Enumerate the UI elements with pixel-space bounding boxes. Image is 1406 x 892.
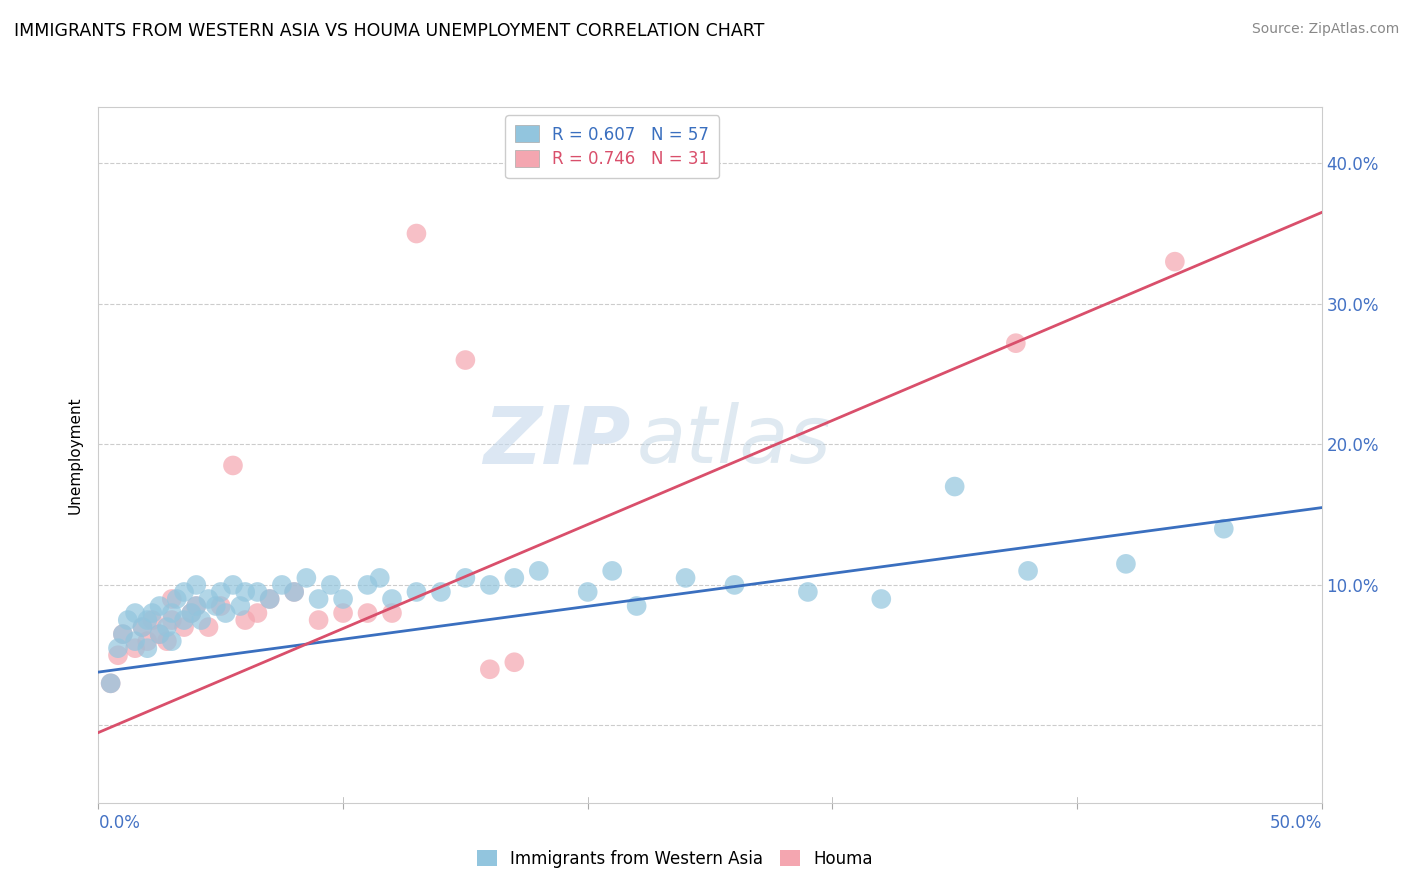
Point [870, 592, 893, 607]
Point [209, 585, 232, 599]
Point [117, 613, 139, 627]
Point [270, 578, 294, 592]
Point [190, 613, 212, 627]
Point [160, 613, 183, 627]
Point [131, 620, 153, 634]
Point [259, 592, 281, 607]
Point [381, 606, 404, 620]
Point [149, 599, 172, 613]
Point [214, 606, 236, 620]
Point [233, 613, 256, 627]
Point [149, 627, 172, 641]
Point [527, 564, 550, 578]
Point [160, 592, 183, 607]
Point [222, 458, 245, 473]
Point [283, 585, 305, 599]
Point [332, 592, 354, 607]
Point [1164, 254, 1187, 268]
Text: ZIP: ZIP [484, 402, 630, 480]
Point [503, 571, 526, 585]
Point [100, 676, 122, 690]
Point [100, 676, 122, 690]
Point [141, 613, 163, 627]
Text: IMMIGRANTS FROM WESTERN ASIA VS HOUMA UNEMPLOYMENT CORRELATION CHART: IMMIGRANTS FROM WESTERN ASIA VS HOUMA UN… [14, 22, 765, 40]
Point [454, 353, 477, 368]
Point [197, 620, 219, 634]
Point [454, 571, 477, 585]
Point [405, 585, 427, 599]
Point [600, 564, 623, 578]
Text: Source: ZipAtlas.com: Source: ZipAtlas.com [1251, 22, 1399, 37]
Legend: R = 0.607   N = 57, R = 0.746   N = 31: R = 0.607 N = 57, R = 0.746 N = 31 [505, 115, 718, 178]
Point [308, 613, 330, 627]
Point [141, 606, 163, 620]
Point [149, 627, 172, 641]
Point [675, 571, 697, 585]
Point [478, 662, 501, 676]
Point [1212, 522, 1234, 536]
Point [186, 599, 208, 613]
Legend: Immigrants from Western Asia, Houma: Immigrants from Western Asia, Houma [470, 844, 880, 875]
Point [124, 641, 146, 656]
Point [186, 578, 208, 592]
Point [136, 613, 159, 627]
Point [246, 585, 269, 599]
Point [626, 599, 648, 613]
Point [156, 634, 179, 648]
Point [173, 585, 195, 599]
Point [246, 606, 269, 620]
Point [136, 641, 159, 656]
Point [197, 592, 219, 607]
Point [1004, 336, 1026, 351]
Point [233, 585, 256, 599]
Point [259, 592, 281, 607]
Point [319, 578, 342, 592]
Point [723, 578, 745, 592]
Point [405, 227, 427, 241]
Point [107, 648, 129, 663]
Point [503, 655, 526, 669]
Point [166, 592, 188, 607]
Point [111, 627, 134, 641]
Point [295, 571, 318, 585]
Text: atlas: atlas [637, 402, 831, 480]
Point [943, 479, 966, 493]
Point [173, 613, 195, 627]
Point [368, 571, 391, 585]
Point [156, 620, 179, 634]
Point [478, 578, 501, 592]
Text: 50.0%: 50.0% [1270, 814, 1322, 832]
Point [180, 606, 202, 620]
Point [308, 592, 330, 607]
Point [430, 585, 453, 599]
Point [124, 634, 146, 648]
Y-axis label: Unemployment: Unemployment [67, 396, 83, 514]
Point [180, 606, 202, 620]
Point [209, 599, 232, 613]
Text: 0.0%: 0.0% [98, 814, 141, 832]
Point [576, 585, 599, 599]
Point [136, 634, 159, 648]
Point [124, 606, 146, 620]
Point [356, 578, 378, 592]
Point [160, 634, 183, 648]
Point [131, 620, 153, 634]
Point [797, 585, 820, 599]
Point [1115, 557, 1137, 571]
Point [205, 599, 228, 613]
Point [381, 592, 404, 607]
Point [332, 606, 354, 620]
Point [173, 620, 195, 634]
Point [186, 599, 208, 613]
Point [1017, 564, 1039, 578]
Point [222, 578, 245, 592]
Point [107, 641, 129, 656]
Point [283, 585, 305, 599]
Point [229, 599, 252, 613]
Point [160, 606, 183, 620]
Point [356, 606, 378, 620]
Point [111, 627, 134, 641]
